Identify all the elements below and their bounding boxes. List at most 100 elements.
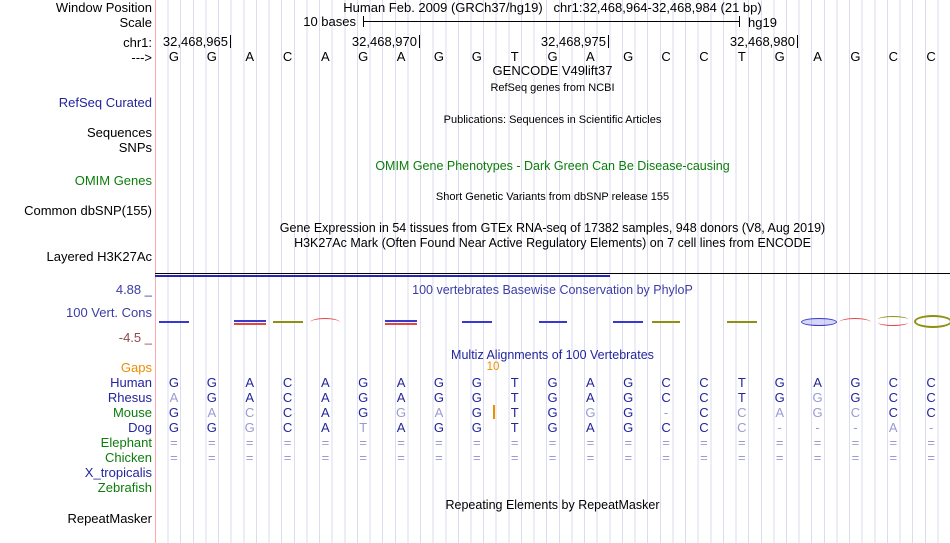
align-base-cell: A bbox=[396, 390, 406, 405]
chicken-label[interactable]: Chicken bbox=[105, 450, 152, 465]
base-letter: A bbox=[321, 49, 330, 64]
insertion-size-label: 10 bbox=[486, 361, 500, 373]
align-base-cell: T bbox=[510, 405, 519, 420]
layered-h3k27ac-label[interactable]: Layered H3K27Ac bbox=[46, 249, 152, 264]
align-base-cell bbox=[193, 481, 231, 495]
align-base-cell: C bbox=[888, 390, 898, 405]
align-base-cell: T bbox=[737, 375, 746, 390]
align-base-cell: C bbox=[888, 405, 898, 420]
align-base-cell: G bbox=[812, 405, 823, 420]
human-label[interactable]: Human bbox=[110, 375, 152, 390]
align-base-cell bbox=[534, 481, 572, 495]
align-base-cell: = bbox=[662, 450, 670, 465]
align-base-cell: G bbox=[471, 375, 482, 390]
align-base-cell: A bbox=[775, 405, 785, 420]
vert-cons-label[interactable]: 100 Vert. Cons bbox=[66, 305, 152, 320]
window-edge-line bbox=[155, 0, 156, 543]
mouse-label[interactable]: Mouse bbox=[112, 405, 152, 420]
ruler-tick bbox=[419, 35, 420, 48]
publications-title[interactable]: Publications: Sequences in Scientific Ar… bbox=[443, 114, 662, 126]
align-base-cell: C bbox=[699, 375, 709, 390]
snps-label[interactable]: SNPs bbox=[118, 140, 152, 155]
align-base-cell: = bbox=[245, 450, 254, 465]
align-base-cell bbox=[458, 466, 496, 480]
refseq-curated-label[interactable]: RefSeq Curated bbox=[58, 95, 152, 110]
omim-genes-label[interactable]: OMIM Genes bbox=[74, 173, 152, 188]
align-base-cell: = bbox=[548, 435, 557, 450]
h3k27ac-baseline bbox=[155, 273, 950, 274]
ruler-tick bbox=[608, 35, 609, 48]
repeatmasker-label[interactable]: RepeatMasker bbox=[67, 511, 152, 526]
align-base-cell: C bbox=[850, 405, 861, 420]
align-base-cell: C bbox=[661, 375, 671, 390]
align-base-cell: G bbox=[358, 405, 369, 420]
align-base-cell: = bbox=[586, 450, 595, 465]
sequences-label[interactable]: Sequences bbox=[86, 125, 152, 140]
gtex-title[interactable]: Gene Expression in 54 tissues from GTEx … bbox=[279, 221, 826, 235]
align-base-cell bbox=[912, 481, 950, 495]
align-base-cell: G bbox=[206, 390, 217, 405]
align-base-cell: = bbox=[813, 435, 822, 450]
align-base-cell: C bbox=[888, 375, 898, 390]
base-letter: C bbox=[661, 49, 671, 64]
align-base-cell bbox=[609, 481, 647, 495]
align-base-cell: T bbox=[737, 390, 746, 405]
align-base-cell: G bbox=[206, 420, 217, 435]
align-base-cell: A bbox=[396, 375, 406, 390]
align-base-cell bbox=[231, 466, 269, 480]
dog-label[interactable]: Dog bbox=[128, 420, 152, 435]
multiz-row-elephant: = = = = = = = = = = = = = = = = = = = = = bbox=[155, 436, 950, 450]
multiz-title[interactable]: Multiz Alignments of 100 Vertebrates bbox=[451, 348, 654, 362]
align-base-cell: C bbox=[282, 420, 293, 435]
align-base-cell: - bbox=[777, 420, 782, 435]
gencode-title[interactable]: GENCODE V49lift37 bbox=[492, 63, 613, 78]
align-base-cell: = bbox=[813, 450, 822, 465]
scale-bar-right-tick bbox=[739, 16, 740, 27]
h3k27ac-title[interactable]: H3K27Ac Mark (Often Found Near Active Re… bbox=[294, 236, 811, 250]
align-base-cell: - bbox=[853, 420, 858, 435]
align-base-cell bbox=[761, 481, 799, 495]
align-base-cell: = bbox=[889, 435, 898, 450]
elephant-label[interactable]: Elephant bbox=[100, 435, 152, 450]
align-base-cell bbox=[723, 466, 761, 480]
align-base-cell: G bbox=[547, 405, 558, 420]
align-base-cell: G bbox=[547, 390, 558, 405]
base-letter: G bbox=[206, 49, 217, 64]
align-base-cell: = bbox=[435, 435, 443, 450]
align-base-cell: = bbox=[170, 450, 178, 465]
multiz-row-x-tropicalis bbox=[155, 466, 950, 480]
omim-title[interactable]: OMIM Gene Phenotypes - Dark Green Can Be… bbox=[375, 159, 730, 173]
zebrafish-label[interactable]: Zebrafish bbox=[97, 480, 152, 495]
align-base-cell: = bbox=[586, 435, 595, 450]
base-letter: G bbox=[358, 49, 369, 64]
ruler-position-label: 32,468,980 bbox=[729, 34, 795, 49]
align-base-cell bbox=[420, 481, 458, 495]
common-dbsnp-label[interactable]: Common dbSNP(155) bbox=[24, 203, 152, 218]
base-letter: G bbox=[774, 49, 785, 64]
phylop-title[interactable]: 100 vertebrates Basewise Conservation by… bbox=[412, 283, 693, 297]
align-base-cell: = bbox=[700, 435, 708, 450]
align-base-cell bbox=[382, 466, 420, 480]
align-base-cell: A bbox=[586, 420, 595, 435]
gencode-sub[interactable]: RefSeq genes from NCBI bbox=[490, 82, 615, 94]
dbsnp-title[interactable]: Short Genetic Variants from dbSNP releas… bbox=[435, 191, 670, 203]
multiz-row-chicken: = = = = = = = = = = = = = = = = = = = = = bbox=[155, 451, 950, 465]
align-base-cell: G bbox=[850, 390, 861, 405]
align-base-cell bbox=[874, 481, 912, 495]
repeatmasker-title[interactable]: Repeating Elements by RepeatMasker bbox=[445, 498, 660, 512]
align-base-cell: - bbox=[815, 420, 820, 435]
align-base-cell: C bbox=[244, 405, 255, 420]
align-base-cell: G bbox=[585, 405, 596, 420]
x-tropicalis-label[interactable]: X_tropicalis bbox=[84, 465, 152, 480]
base-letter: C bbox=[926, 49, 936, 64]
align-base-cell bbox=[344, 481, 382, 495]
rhesus-label[interactable]: Rhesus bbox=[107, 390, 152, 405]
grid-lines bbox=[156, 0, 950, 543]
align-base-cell: A bbox=[169, 390, 179, 405]
ruler-position-label: 32,468,965 bbox=[162, 34, 228, 49]
ruler-position-label: 32,468,970 bbox=[351, 34, 417, 49]
gaps-label[interactable]: Gaps bbox=[120, 360, 152, 375]
phylop-max-label: 4.88 _ bbox=[115, 282, 152, 297]
align-base-cell: = bbox=[927, 435, 935, 450]
